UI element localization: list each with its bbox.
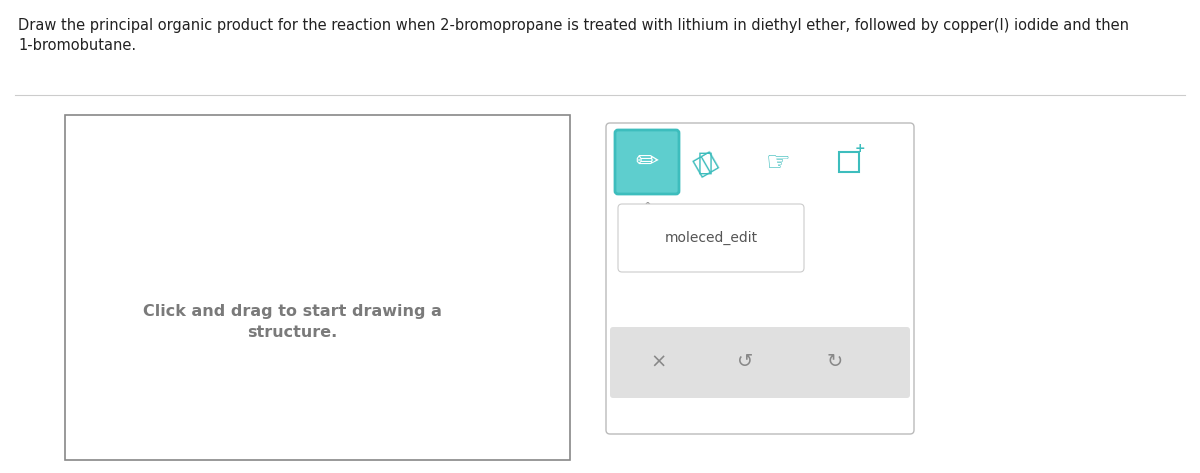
Text: ◫: ◫: [688, 146, 722, 181]
Text: ↻: ↻: [827, 352, 844, 371]
FancyBboxPatch shape: [65, 115, 570, 460]
Text: +: +: [854, 142, 865, 156]
FancyBboxPatch shape: [618, 204, 804, 272]
FancyBboxPatch shape: [606, 123, 914, 434]
Text: ☞: ☞: [766, 149, 791, 177]
Text: ✏: ✏: [635, 148, 659, 176]
Text: ×: ×: [650, 352, 667, 371]
Text: 1-bromobutane.: 1-bromobutane.: [18, 38, 136, 53]
FancyBboxPatch shape: [610, 327, 910, 398]
Text: ↺: ↺: [737, 352, 754, 371]
Text: Click and drag to start drawing a
structure.: Click and drag to start drawing a struct…: [143, 304, 442, 340]
Text: Draw the principal organic product for the reaction when 2-bromopropane is treat: Draw the principal organic product for t…: [18, 18, 1129, 33]
Text: moleced_edit: moleced_edit: [665, 231, 757, 245]
Text: ••: ••: [682, 202, 698, 215]
Text: ^: ^: [641, 202, 653, 216]
Text: ⬧: ⬧: [697, 151, 713, 175]
FancyBboxPatch shape: [616, 130, 679, 194]
